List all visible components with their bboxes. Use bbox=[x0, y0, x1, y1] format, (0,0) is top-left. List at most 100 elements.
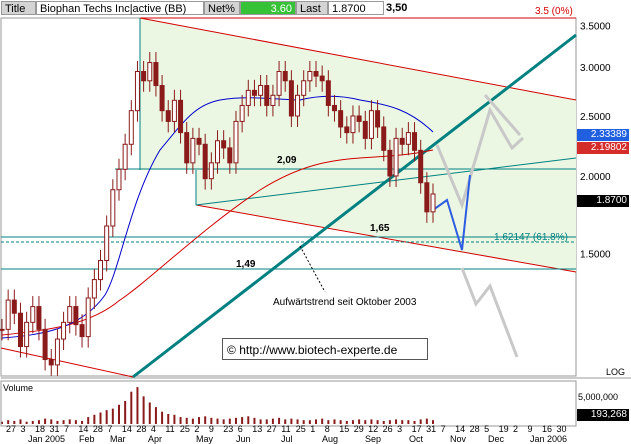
candle-body bbox=[424, 182, 430, 213]
x-day-tick-label: 28 bbox=[470, 424, 480, 434]
candle-body bbox=[215, 140, 220, 164]
candle-body bbox=[264, 85, 270, 106]
candle-body bbox=[325, 80, 331, 106]
x-day-tick-label: 30 bbox=[557, 424, 567, 434]
x-day-tick-label: 6 bbox=[238, 424, 243, 434]
x-day-tick-label: 25 bbox=[296, 424, 306, 434]
volume-bar bbox=[173, 414, 176, 424]
y-tick-label: 2.5000 bbox=[580, 112, 611, 123]
volume-bar bbox=[167, 414, 170, 424]
volume-bar bbox=[425, 418, 428, 424]
candle-body bbox=[122, 143, 128, 170]
volume-bar bbox=[19, 419, 22, 424]
candle-body bbox=[110, 189, 116, 227]
x-day-tick-label: 8 bbox=[325, 424, 330, 434]
volume-bar bbox=[339, 420, 342, 424]
candle-body bbox=[282, 71, 288, 82]
x-day-tick-label: 12 bbox=[368, 424, 378, 434]
x-day-tick-label: 29 bbox=[354, 424, 364, 434]
volume-bar bbox=[370, 419, 373, 424]
volume-bar bbox=[130, 391, 133, 424]
x-day-tick-label: 3 bbox=[397, 424, 402, 434]
last-label: Last bbox=[296, 1, 328, 15]
volume-bar bbox=[204, 416, 207, 424]
candle-body bbox=[387, 149, 393, 177]
x-day-tick-label: 18 bbox=[35, 424, 45, 434]
volume-bar bbox=[25, 421, 28, 424]
candle-body bbox=[91, 279, 97, 299]
volume-bar bbox=[50, 419, 53, 424]
x-day-tick-label: 28 bbox=[93, 424, 103, 434]
candle-body bbox=[0, 328, 5, 331]
candle-body bbox=[239, 104, 245, 122]
candle-body bbox=[307, 71, 313, 82]
candle-body bbox=[375, 110, 381, 128]
x-day-tick-label: 31 bbox=[49, 424, 59, 434]
candle-body bbox=[24, 321, 30, 348]
candle-body bbox=[338, 110, 344, 128]
volume-bar bbox=[154, 407, 157, 424]
y-axis-ticks: 3.5000 3.0000 2.5000 2.0000 1.5000 bbox=[580, 22, 611, 261]
volume-bar bbox=[327, 420, 330, 424]
candle-body bbox=[134, 71, 140, 112]
x-month-tick-label: Aug bbox=[322, 434, 338, 444]
candle-body bbox=[319, 75, 325, 82]
volume-bar bbox=[407, 420, 410, 424]
channel-upper-line bbox=[139, 17, 577, 101]
candle-body bbox=[165, 110, 171, 122]
volume-bar bbox=[228, 418, 231, 424]
volume-bar bbox=[111, 408, 114, 424]
x-day-tick-label: 2 bbox=[194, 424, 199, 434]
volume-scale-label: 5,000,000 bbox=[578, 392, 619, 402]
forecast-blue-path bbox=[432, 174, 471, 251]
candle-body bbox=[104, 225, 110, 262]
candle-body bbox=[11, 299, 17, 314]
old-downtrend-line bbox=[0, 347, 134, 378]
x-day-tick-label: 16 bbox=[542, 424, 552, 434]
volume-bar bbox=[315, 419, 318, 424]
candle-body bbox=[153, 62, 159, 87]
x-month-tick-label: Mar bbox=[110, 434, 126, 444]
volume-bar bbox=[161, 411, 164, 424]
candle-body bbox=[344, 126, 350, 134]
volume-bar bbox=[198, 417, 201, 424]
x-day-tick-label: 27 bbox=[267, 424, 277, 434]
x-month-tick-label: Nov bbox=[450, 434, 467, 444]
volume-bar bbox=[395, 419, 398, 424]
x-month-tick-label: Jun bbox=[236, 434, 251, 444]
volume-bar bbox=[278, 417, 281, 424]
forecast-gray-path-2 bbox=[483, 94, 522, 136]
candle-body bbox=[30, 306, 36, 323]
candle-body bbox=[190, 137, 196, 164]
x-axis-month-ticks: Jan 2005 Feb Mar Apr May Jun Jul Aug Sep Oct Nov De… bbox=[28, 434, 567, 444]
forecast-gray-path-3 bbox=[460, 267, 519, 358]
candle-body bbox=[350, 115, 356, 134]
log-scale-label[interactable]: LOG bbox=[606, 367, 626, 377]
volume-bar bbox=[148, 402, 151, 424]
title-value: Biophan Techs Inc|active (BB) bbox=[36, 1, 204, 15]
volume-bar bbox=[68, 419, 71, 424]
volume-bar bbox=[13, 420, 16, 424]
candle-body bbox=[208, 162, 214, 180]
volume-bar bbox=[185, 417, 188, 424]
x-day-tick-label: 26 bbox=[383, 424, 393, 434]
level-label-209: 2,09 bbox=[277, 155, 297, 166]
volume-bar bbox=[99, 412, 102, 424]
level-label-165: 1,65 bbox=[370, 223, 390, 234]
volume-bar bbox=[37, 420, 40, 424]
volume-bar bbox=[284, 419, 287, 424]
trend-note-leader bbox=[299, 245, 326, 293]
candle-body bbox=[54, 338, 60, 366]
x-day-tick-label: 11 bbox=[165, 424, 174, 434]
candle-body bbox=[73, 306, 79, 326]
volume-bar bbox=[271, 418, 274, 424]
x-day-tick-label: 9 bbox=[209, 424, 214, 434]
volume-bar bbox=[56, 420, 59, 424]
url-text[interactable]: http://www.biotech-experte.de bbox=[239, 343, 398, 357]
volume-bar bbox=[296, 419, 299, 424]
candle-body bbox=[67, 306, 73, 323]
volume-bar bbox=[259, 419, 262, 424]
candle-body bbox=[36, 306, 42, 330]
price-box-ma-red: 2.19802 bbox=[577, 142, 629, 154]
candle-body bbox=[399, 137, 405, 145]
